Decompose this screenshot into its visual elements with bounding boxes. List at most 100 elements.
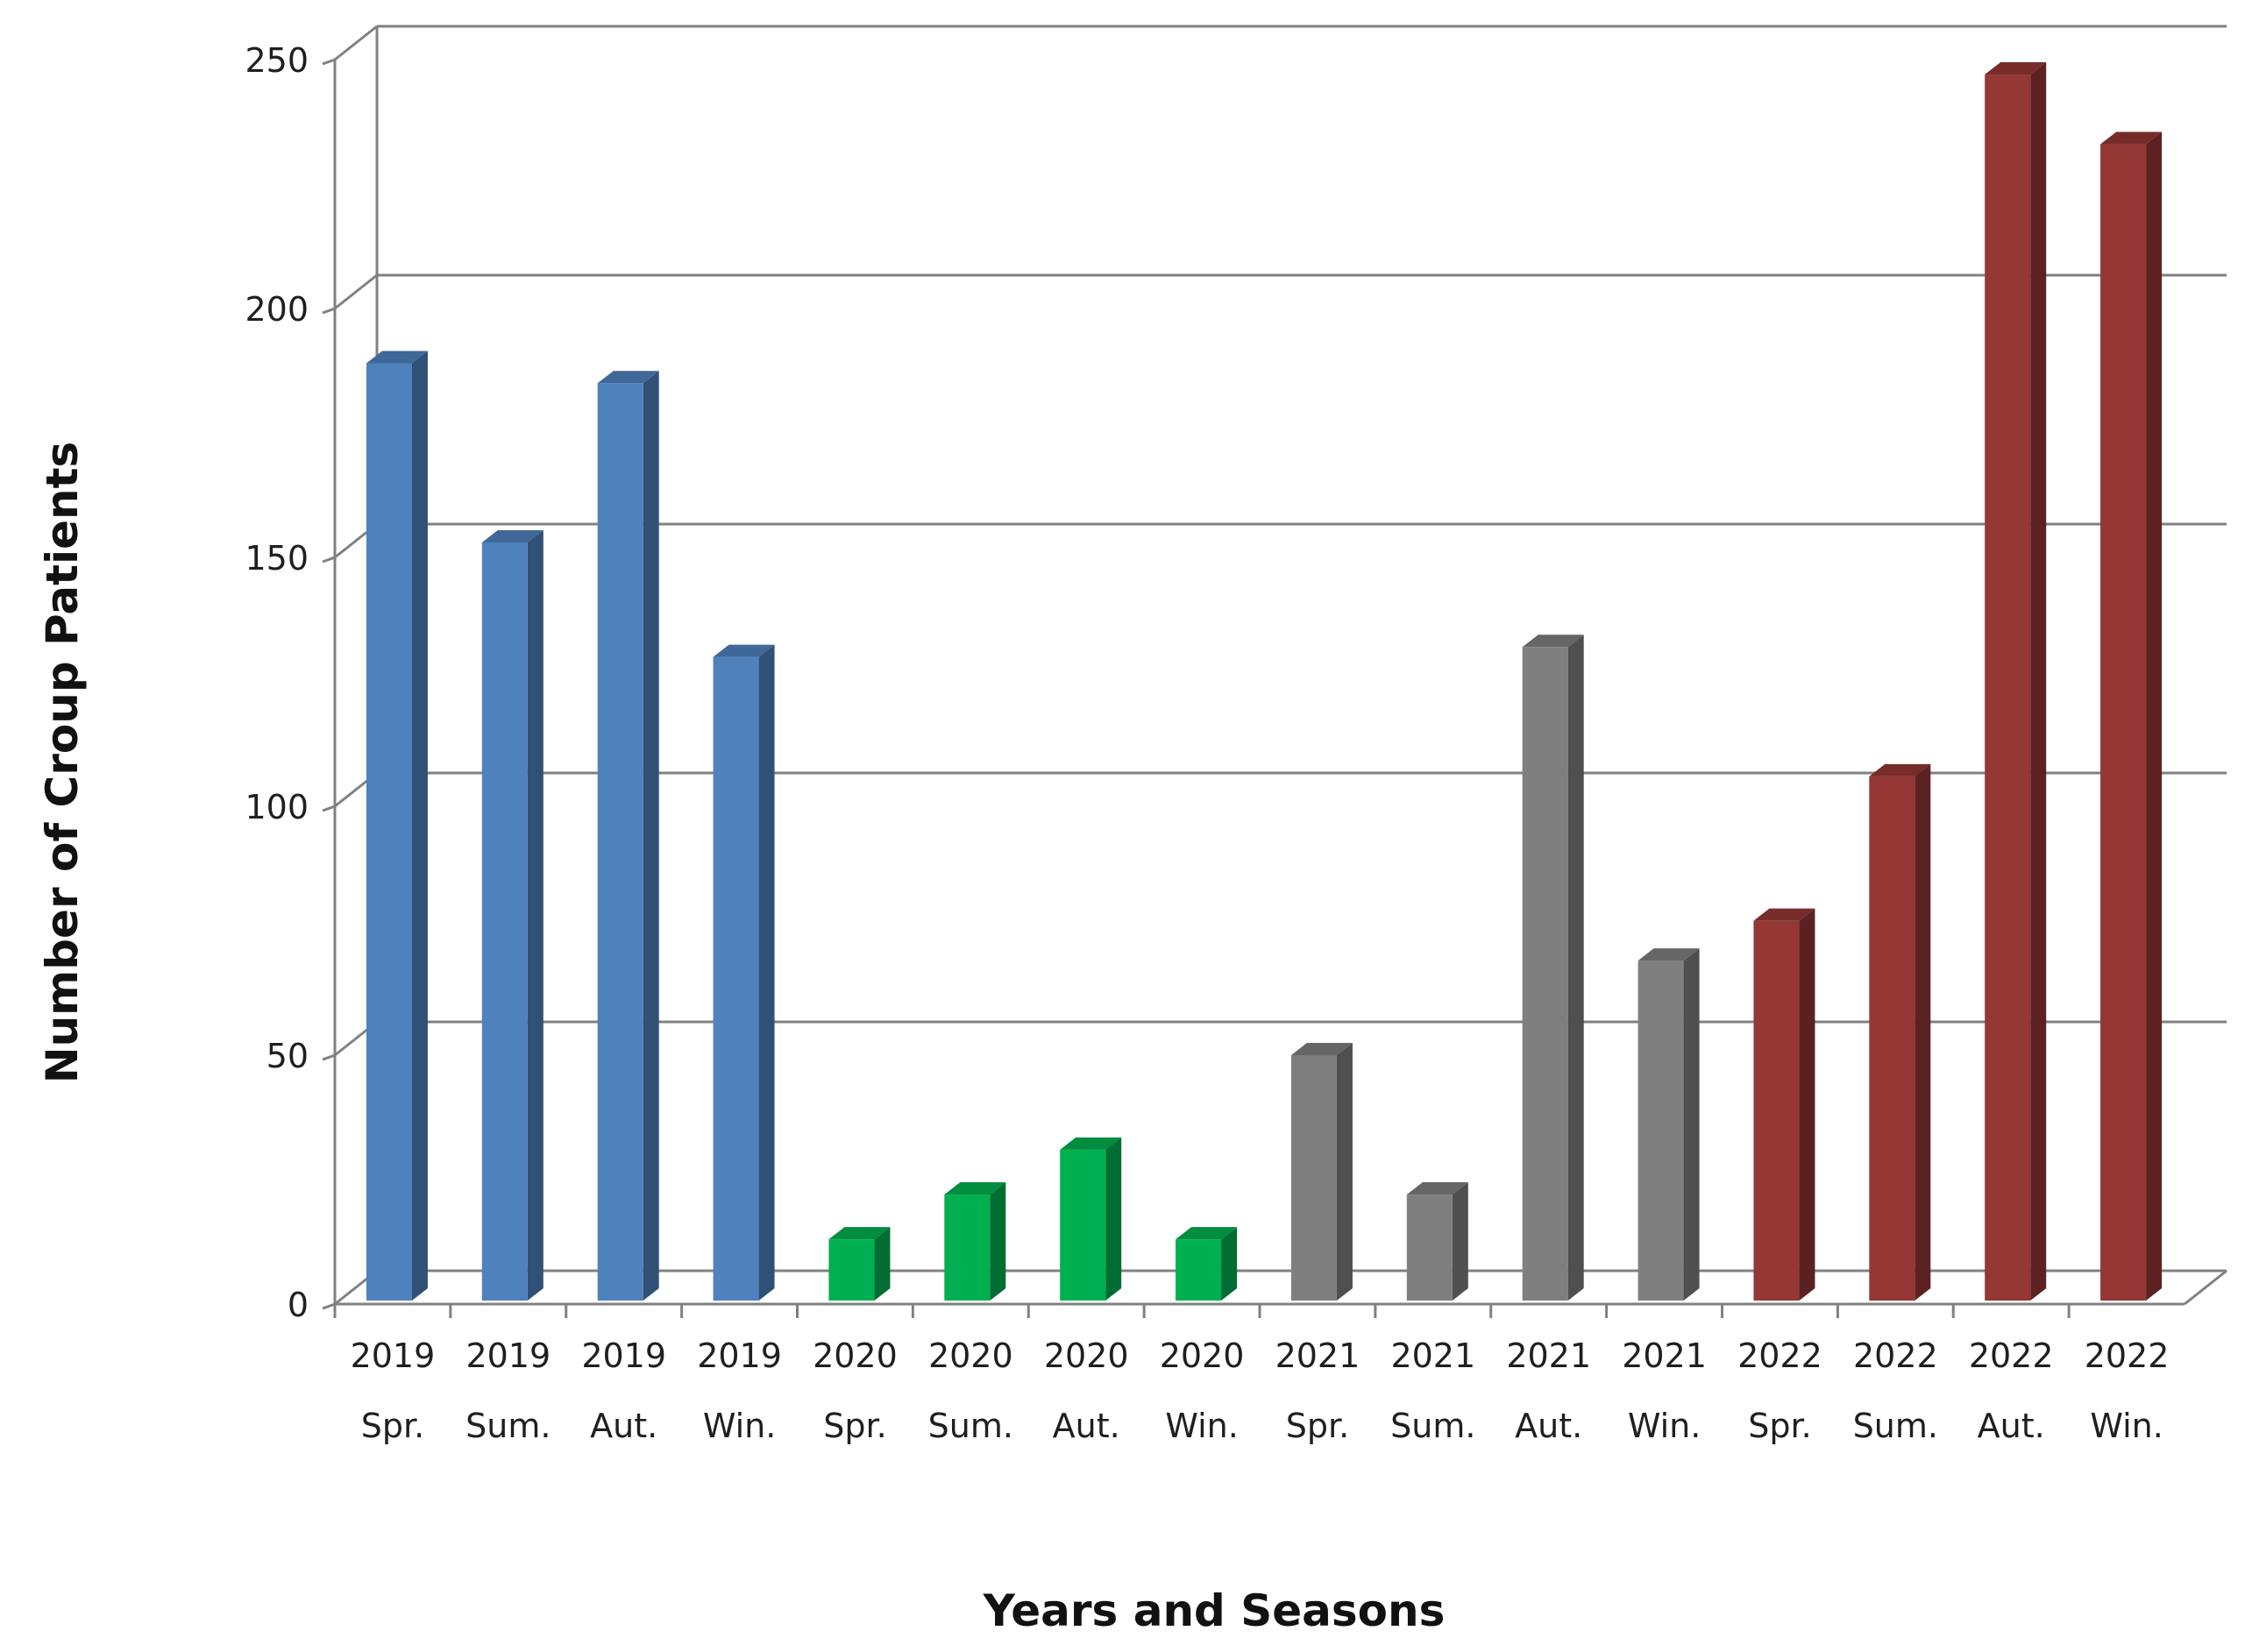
y-tick-label: 200 [245,290,309,329]
y-tick-label: 0 [288,1286,309,1324]
y-tick-label: 250 [245,41,309,80]
bar-top [1176,1227,1238,1240]
bar-side [1683,948,1700,1301]
x-tick-label-season: Aut. [590,1407,657,1445]
bar-side [758,644,775,1301]
bar-side [1221,1227,1238,1301]
x-tick-label-season: Aut. [1053,1407,1120,1445]
bar-front [597,383,643,1301]
bar [2100,131,2163,1301]
x-tick-label-year: 2020 [813,1336,898,1375]
y-tick-label: 100 [245,788,309,826]
y-tick-mark [322,805,336,812]
x-tick-label-year: 2019 [697,1336,782,1375]
bar [1869,763,1931,1301]
x-tick-label-year: 2022 [1853,1336,1938,1375]
y-tick-mark [322,1302,336,1310]
bar-side [1799,908,1815,1301]
x-tick-label-season: Spr. [361,1407,424,1445]
bar-side [527,529,543,1301]
bar-side [2146,131,2163,1301]
bar-side [990,1182,1006,1301]
bar [1638,948,1700,1301]
y-tick-mark [322,556,336,564]
bar-side [1105,1137,1122,1301]
bar-top [944,1182,1006,1195]
bar [1290,1043,1353,1301]
bar-top [1753,908,1815,921]
x-tick-label-year: 2020 [928,1336,1013,1375]
bar-front [1290,1055,1337,1301]
x-tick-label-year: 2019 [351,1336,436,1375]
x-tick-label-year: 2019 [581,1336,666,1375]
bar-front [1985,74,2031,1301]
bar-front [1406,1195,1453,1301]
bar-top [366,351,428,364]
bar-front [1176,1239,1222,1301]
x-tick-label-year: 2019 [465,1336,551,1375]
bar [1753,908,1815,1301]
x-tick-label-season: Spr. [1748,1407,1811,1445]
bar [481,529,543,1301]
bar-top [1406,1182,1468,1195]
bar-front [1522,647,1568,1301]
y-tick-label: 50 [266,1037,309,1075]
bar-top [1638,948,1700,961]
bar-top [1869,763,1931,776]
x-tick-label-season: Sum. [1853,1407,1938,1445]
x-tick-label-year: 2021 [1506,1336,1591,1375]
bar [944,1182,1006,1301]
bar-side [643,371,659,1301]
bar [828,1227,891,1301]
bar-side [1452,1182,1468,1301]
x-tick-label-season: Aut. [1515,1407,1582,1445]
bar-front [481,542,528,1301]
bar [1176,1227,1238,1301]
bar-top [597,371,659,384]
gridline-side [334,273,378,310]
y-axis-title: Number of Croup Patients [37,442,88,1084]
x-tick-label-season: Win. [1165,1407,1238,1445]
x-axis-title: Years and Seasons [983,1585,1446,1636]
x-tick-label-year: 2022 [1969,1336,2054,1375]
bar-side [2030,62,2047,1301]
bar [1060,1137,1122,1301]
bar-top [481,529,543,542]
x-tick-label-year: 2020 [1160,1336,1245,1375]
bar [1985,62,2047,1301]
gridline-side [334,25,378,61]
bar-top [828,1227,891,1240]
bar [597,371,659,1301]
x-tick-label-year: 2021 [1275,1336,1360,1375]
x-tick-label-season: Win. [703,1407,776,1445]
bar-front [2100,144,2147,1301]
x-tick-label-season: Win. [1628,1407,1701,1445]
y-tick-mark [322,58,336,66]
x-tick-label-year: 2021 [1390,1336,1475,1375]
bars [366,62,2163,1301]
x-tick-label-year: 2022 [1737,1336,1822,1375]
x-tick-labels: 2019 Spr. 2019 Sum. 2019 Aut. 2019 Win. 2020 Spr.… [351,1336,2170,1445]
x-tick-label-year: 2021 [1622,1336,1707,1375]
bar-side [1567,635,1584,1301]
bar-front [713,656,759,1301]
x-tick-label-season: Win. [2090,1407,2163,1445]
y-tick-labels: 0 50 100 150 200 250 [245,41,309,1324]
bar-front [1638,961,1684,1301]
axes [322,58,2227,1318]
bar-top [713,644,775,657]
x-tick-label-year: 2020 [1044,1336,1129,1375]
bar-side [411,351,428,1301]
bar [366,351,428,1301]
x-tick-label-season: Sum. [1390,1407,1475,1445]
bar-top [2100,131,2163,145]
bar-top [1290,1043,1353,1055]
x-tick-label-season: Aut. [1978,1407,2045,1445]
bar-front [944,1195,991,1301]
x-tick-label-season: Sum. [928,1407,1013,1445]
bar [713,644,775,1301]
x-tick-label-season: Spr. [1286,1407,1349,1445]
x-tick-label-season: Sum. [465,1407,551,1445]
bar-top [1522,635,1584,648]
bar-side [1336,1043,1353,1301]
